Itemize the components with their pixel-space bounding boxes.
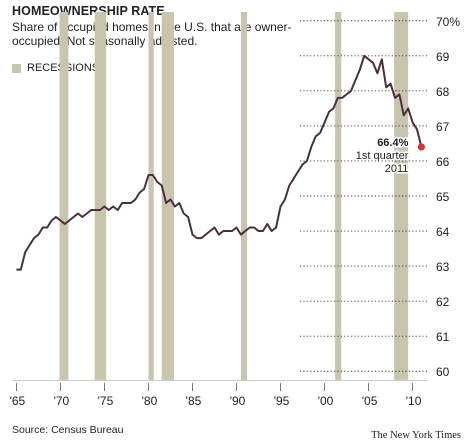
annotation-value: 66.4% xyxy=(377,137,408,149)
x-tick-label: '85 xyxy=(186,394,202,408)
y-axis: 60 61 62 63 64 65 66 67 68 69 70% xyxy=(436,15,460,379)
y-tick-label: 61 xyxy=(436,330,450,344)
x-axis: '65 '70 '75 '80 '85 '90 '95 '00 '05 '10 xyxy=(10,380,428,408)
homeownership-line xyxy=(16,54,423,271)
grid-lines xyxy=(300,20,428,372)
x-tick-label: '95 xyxy=(274,394,290,408)
x-tick-label: '75 xyxy=(98,394,114,408)
chart-title: HOMEOWNERSHIP RATE xyxy=(12,4,165,18)
recession-bands xyxy=(59,12,409,380)
y-tick-label: 64 xyxy=(436,225,450,239)
recession-swatch-icon xyxy=(12,63,21,73)
recession-band-4 xyxy=(240,12,248,380)
y-tick-label: 69 xyxy=(436,50,450,64)
latest-data-point xyxy=(417,143,425,151)
x-tick-label: '65 xyxy=(10,394,26,408)
x-tick-label: '80 xyxy=(142,394,158,408)
recession-band-0 xyxy=(59,12,69,380)
annotation-year: 2011 xyxy=(385,163,409,175)
y-tick-label: 62 xyxy=(436,295,450,309)
recession-band-1 xyxy=(94,12,107,380)
y-tick-label: 68 xyxy=(436,85,450,99)
annotation-period: 1st quarter xyxy=(356,150,409,162)
x-tick-label: '70 xyxy=(54,394,70,408)
source-note: Source: Census Bureau xyxy=(12,424,124,436)
y-tick-label: 67 xyxy=(436,120,450,134)
recession-band-3 xyxy=(161,12,174,380)
y-tick-label: 63 xyxy=(436,260,450,274)
y-tick-label: 66 xyxy=(436,155,450,169)
publisher-credit: The New York Times xyxy=(371,430,461,441)
y-tick-label: 70% xyxy=(436,15,460,29)
x-tick-label: '10 xyxy=(406,394,422,408)
y-tick-label: 60 xyxy=(436,365,450,379)
recession-band-2 xyxy=(148,12,154,380)
x-tick-label: '00 xyxy=(318,394,334,408)
x-tick-label: '90 xyxy=(230,394,246,408)
x-tick-label: '05 xyxy=(362,394,378,408)
y-tick-label: 65 xyxy=(436,190,450,204)
recession-band-6 xyxy=(394,12,409,380)
